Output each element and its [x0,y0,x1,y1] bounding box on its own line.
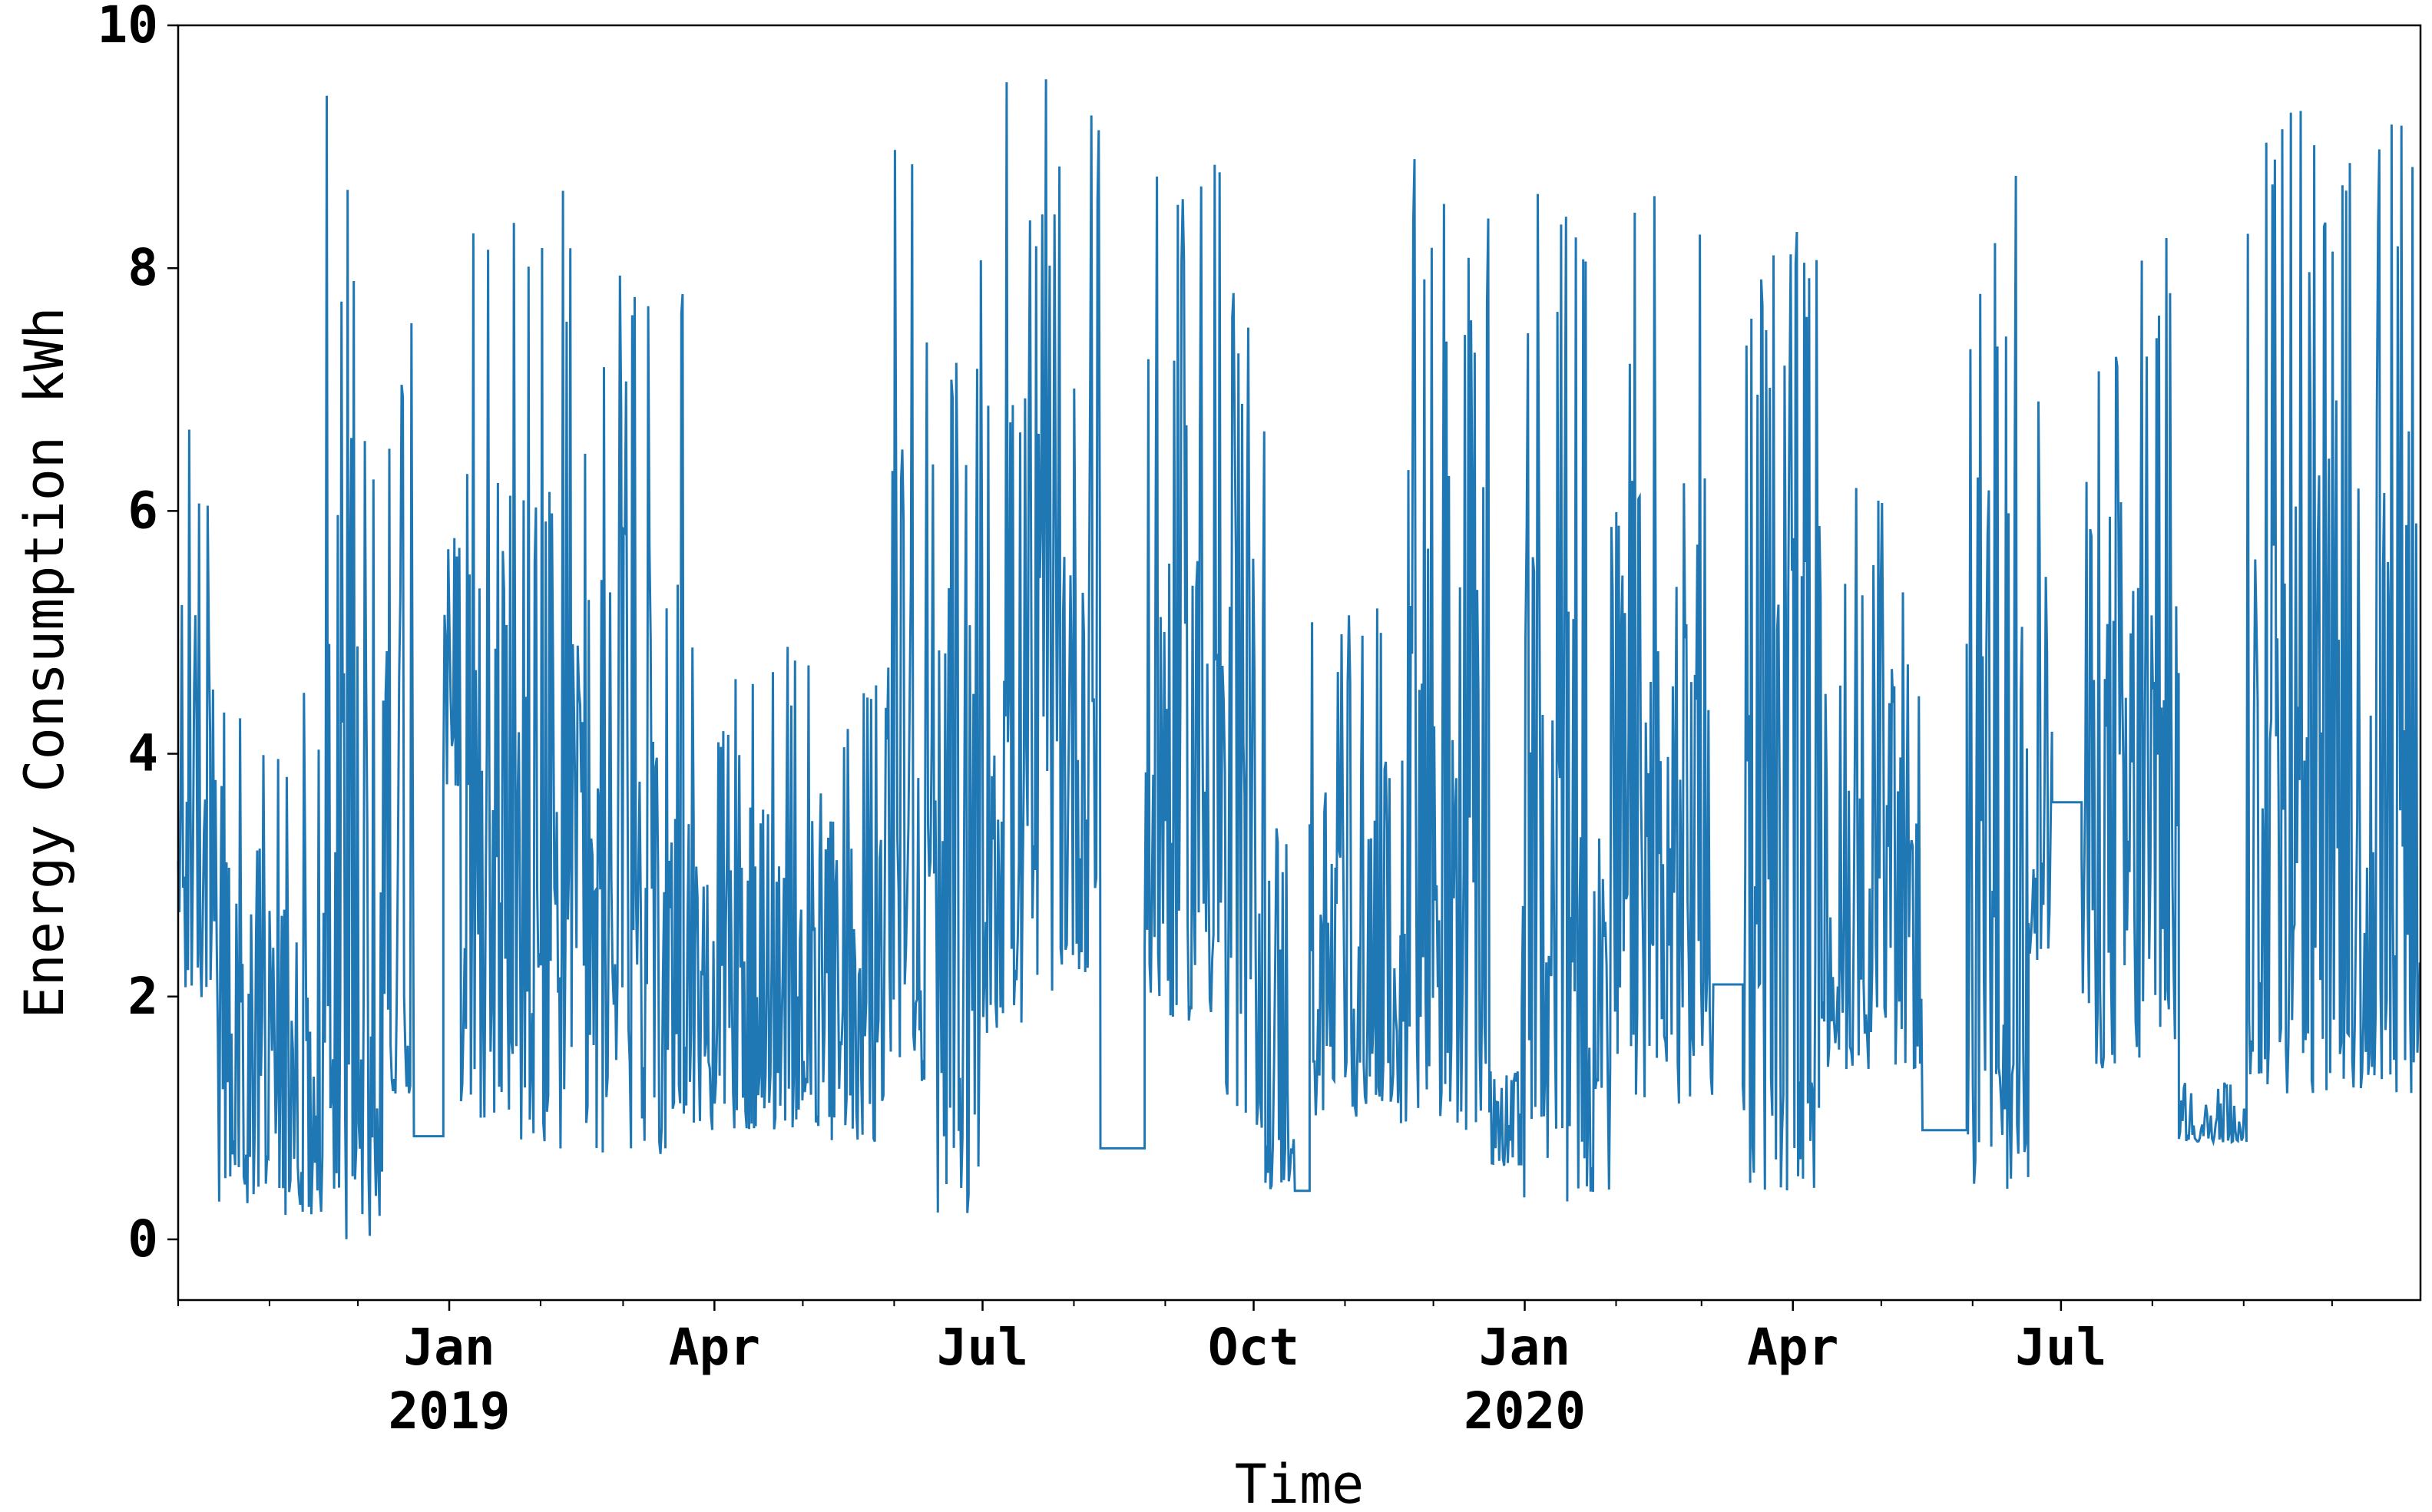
x-axis-title: Time [1235,1453,1365,1512]
x-tick-label: Jan [403,1318,495,1377]
x-tick-label: Jan [1479,1318,1570,1377]
x-tick-label: Apr [669,1318,760,1377]
y-tick-label: 8 [127,238,158,297]
y-tick-label: 0 [127,1209,158,1269]
x-tick-label: Jul [2015,1318,2106,1377]
y-tick-label: 2 [127,967,158,1026]
x-tick-year-label: 2019 [389,1381,511,1441]
x-tick-label: Apr [1747,1318,1838,1377]
y-tick-label: 10 [98,0,158,55]
y-tick-label: 6 [127,481,158,540]
x-tick-label: Jul [937,1318,1028,1377]
plot-frame [177,24,2422,1302]
y-axis: 0 2 4 6 8 10 [98,0,178,1269]
x-tick-year-label: 2020 [1464,1381,1586,1441]
x-tick-label: Oct [1208,1318,1299,1377]
series-layer [177,79,2421,1239]
y-tick-label: 4 [127,724,158,783]
y-axis-title: Energy Consumption kWh [13,306,76,1018]
series-line [177,79,2421,1239]
